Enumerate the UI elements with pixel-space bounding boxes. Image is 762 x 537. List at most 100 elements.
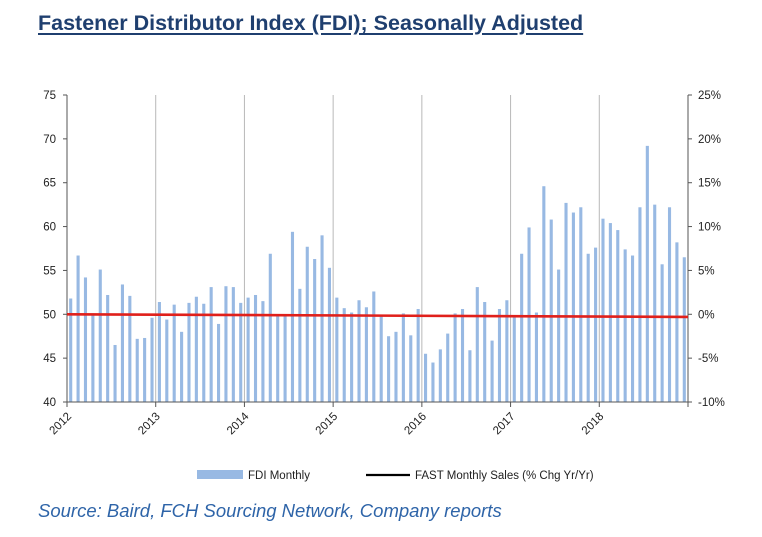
fdi-bar bbox=[91, 313, 95, 402]
fdi-bar bbox=[165, 319, 169, 402]
fdi-bar bbox=[446, 333, 450, 402]
fdi-bar bbox=[364, 307, 368, 402]
fdi-bar bbox=[497, 309, 502, 402]
x-tick-label: 2015 bbox=[314, 411, 341, 438]
fdi-bar bbox=[638, 207, 642, 402]
fdi-bar bbox=[313, 259, 317, 402]
fdi-bar bbox=[542, 186, 546, 402]
fdi-bar bbox=[667, 207, 672, 402]
y-tick-label: 65 bbox=[43, 178, 56, 190]
fdi-bar bbox=[409, 335, 413, 402]
legend-swatch-fdi-monthly bbox=[197, 470, 243, 479]
fdi-bar bbox=[475, 287, 479, 402]
fdi-bar bbox=[239, 302, 243, 402]
fdi-bar bbox=[113, 344, 117, 402]
fdi-bar bbox=[653, 204, 657, 402]
y2-tick-label: -10% bbox=[698, 397, 725, 409]
fdi-bar bbox=[675, 242, 679, 402]
fdi-bar bbox=[305, 246, 309, 402]
fdi-bar bbox=[76, 255, 80, 402]
fdi-bar bbox=[379, 316, 383, 402]
y-tick-label: 55 bbox=[43, 265, 56, 277]
fdi-bar bbox=[564, 202, 568, 402]
y-tick-label: 40 bbox=[43, 397, 56, 409]
fdi-bar bbox=[468, 350, 472, 402]
fdi-bar bbox=[335, 297, 339, 402]
y2-tick-label: -5% bbox=[698, 353, 718, 365]
fdi-bar bbox=[350, 312, 354, 402]
fdi-bar bbox=[557, 269, 561, 402]
fdi-bar bbox=[645, 145, 649, 402]
fdi-bar bbox=[298, 288, 302, 402]
axes bbox=[63, 94, 692, 407]
fdi-bar bbox=[194, 296, 198, 402]
x-tick-label: 2016 bbox=[402, 411, 429, 438]
fdi-bar bbox=[320, 235, 324, 402]
y-tick-label: 45 bbox=[43, 353, 56, 365]
fdi-bar bbox=[253, 294, 258, 402]
fdi-bar bbox=[246, 297, 250, 402]
fdi-bar bbox=[98, 269, 102, 402]
legend: FDI Monthly FAST Monthly Sales (% Chg Yr… bbox=[197, 470, 594, 482]
fdi-bar bbox=[357, 300, 361, 402]
fdi-bars bbox=[69, 145, 686, 402]
y2-tick-label: 5% bbox=[698, 265, 715, 277]
fdi-bar bbox=[682, 257, 686, 402]
fdi-bar bbox=[594, 247, 598, 402]
fdi-bar bbox=[631, 255, 635, 402]
y-tick-label: 60 bbox=[43, 222, 56, 234]
fdi-bar bbox=[549, 219, 553, 402]
fdi-bar bbox=[327, 267, 331, 402]
fdi-bar bbox=[512, 315, 516, 402]
fdi-bar bbox=[217, 323, 221, 402]
fdi-bar bbox=[608, 223, 612, 402]
fdi-bar bbox=[601, 218, 605, 402]
fdi-bar bbox=[128, 295, 132, 402]
legend-label-fast-sales: FAST Monthly Sales (% Chg Yr/Yr) bbox=[415, 470, 594, 482]
x-tick-label: 2013 bbox=[136, 411, 163, 438]
fdi-bar bbox=[261, 301, 265, 402]
fdi-bar bbox=[424, 353, 428, 402]
fdi-bar bbox=[483, 302, 487, 402]
fdi-bar bbox=[520, 253, 524, 402]
legend-label-fdi-monthly: FDI Monthly bbox=[248, 470, 310, 482]
y2-tick-label: 25% bbox=[698, 90, 721, 102]
x-tick-label: 2012 bbox=[48, 411, 75, 438]
fdi-bar bbox=[268, 253, 272, 402]
x-tick-label: 2017 bbox=[491, 411, 518, 438]
y-tick-label: 70 bbox=[43, 134, 56, 146]
fdi-bar bbox=[431, 362, 435, 402]
gridlines bbox=[155, 95, 689, 402]
fdi-bar bbox=[623, 249, 627, 402]
fdi-bar bbox=[231, 287, 235, 402]
fdi-bar bbox=[224, 286, 228, 402]
fdi-bar bbox=[453, 313, 457, 402]
y-tick-label: 50 bbox=[43, 309, 56, 321]
fdi-bar bbox=[342, 308, 346, 402]
y2-tick-label: 20% bbox=[698, 134, 721, 146]
fdi-bar bbox=[290, 231, 295, 402]
y-tick-label: 75 bbox=[43, 90, 56, 102]
fdi-bar bbox=[438, 349, 442, 402]
fdi-bar bbox=[143, 337, 147, 402]
fdi-bar bbox=[416, 309, 420, 402]
fdi-bar bbox=[490, 340, 494, 402]
fdi-bar bbox=[571, 212, 575, 402]
fdi-bar bbox=[276, 316, 280, 402]
fdi-bar bbox=[83, 277, 88, 402]
fdi-bar bbox=[150, 317, 154, 402]
fdi-bar bbox=[394, 331, 398, 402]
fdi-bar bbox=[172, 304, 176, 402]
fdi-bar bbox=[460, 309, 465, 402]
source-note: Source: Baird, FCH Sourcing Network, Com… bbox=[38, 500, 502, 521]
fdi-bar bbox=[660, 264, 664, 402]
fdi-bar bbox=[120, 284, 124, 402]
x-tick-label: 2014 bbox=[225, 410, 252, 437]
x-tick-label: 2018 bbox=[580, 411, 607, 438]
fdi-bar bbox=[401, 313, 405, 402]
fdi-bar bbox=[157, 302, 161, 402]
chart-title: Fastener Distributor Index (FDI); Season… bbox=[38, 11, 584, 35]
fdi-bar bbox=[283, 314, 287, 402]
fdi-bar bbox=[180, 331, 184, 402]
fast-sales-line bbox=[66, 312, 689, 319]
